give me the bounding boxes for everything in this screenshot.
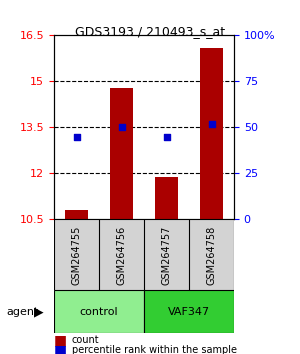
Bar [65, 210, 88, 219]
FancyBboxPatch shape [144, 219, 189, 290]
FancyBboxPatch shape [54, 219, 99, 290]
Text: count: count [72, 335, 100, 345]
Text: agent: agent [6, 307, 38, 316]
Text: GDS3193 / 210493_s_at: GDS3193 / 210493_s_at [75, 25, 225, 38]
Text: control: control [80, 307, 118, 316]
FancyBboxPatch shape [54, 290, 144, 333]
Point [209, 121, 214, 127]
Bar [200, 48, 223, 219]
Text: GSM264757: GSM264757 [161, 225, 172, 285]
Point [164, 134, 169, 139]
FancyBboxPatch shape [189, 219, 234, 290]
FancyBboxPatch shape [99, 219, 144, 290]
Point [74, 134, 79, 139]
FancyBboxPatch shape [144, 290, 234, 333]
Text: ■: ■ [54, 333, 67, 347]
Text: ■: ■ [54, 343, 67, 354]
Text: GSM264758: GSM264758 [206, 225, 217, 285]
Bar [155, 177, 178, 219]
Text: ▶: ▶ [34, 305, 44, 318]
Text: GSM264756: GSM264756 [116, 225, 127, 285]
Bar [110, 87, 133, 219]
Text: percentile rank within the sample: percentile rank within the sample [72, 346, 237, 354]
Text: GSM264755: GSM264755 [71, 225, 82, 285]
Text: VAF347: VAF347 [168, 307, 210, 316]
Point [119, 125, 124, 130]
